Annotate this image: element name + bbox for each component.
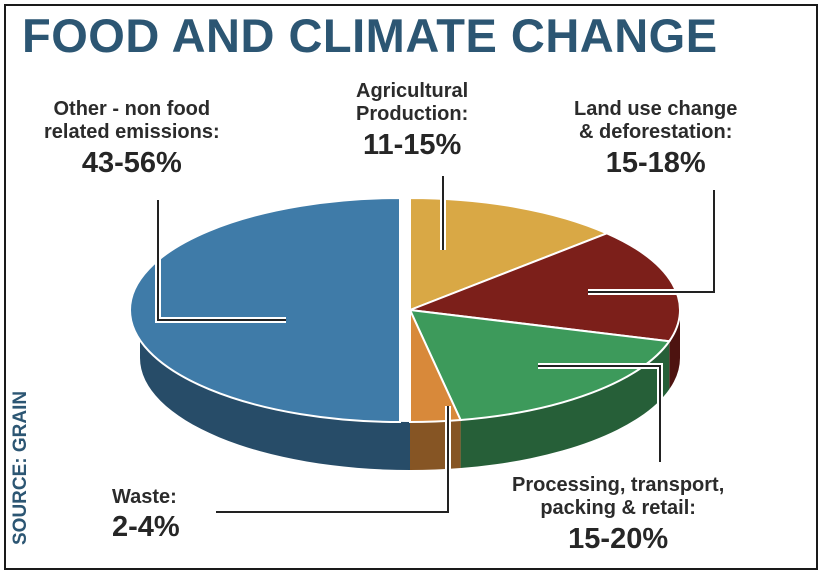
label-land-line1: Land use change bbox=[574, 98, 738, 120]
source-credit: SOURCE: GRAIN bbox=[10, 390, 31, 545]
label-processing: Processing, transport, packing & retail:… bbox=[512, 474, 724, 557]
pie-side-land bbox=[669, 310, 680, 390]
label-processing-value: 15-20% bbox=[568, 522, 669, 555]
pie-slice-land bbox=[409, 232, 681, 343]
leader-line-waste bbox=[216, 406, 449, 513]
label-waste-line1: Waste: bbox=[112, 486, 177, 508]
label-agri-value: 11-15% bbox=[362, 128, 462, 161]
pie-tops bbox=[129, 196, 681, 424]
pie-side-other bbox=[140, 310, 410, 470]
label-land-line2: & deforestation: bbox=[579, 121, 733, 144]
pie-slice-agri bbox=[409, 196, 610, 312]
label-waste: Waste: 2-4% bbox=[112, 486, 180, 545]
label-other-value: 43-56% bbox=[81, 146, 182, 179]
chart-title: FOOD AND CLIMATE CHANGE bbox=[22, 9, 718, 62]
leader-lines bbox=[155, 176, 717, 515]
label-agri: Agricultural Production: 11-15% bbox=[356, 80, 468, 163]
label-agri-line2: Production: bbox=[356, 103, 469, 126]
label-waste-value: 2-4% bbox=[112, 511, 180, 544]
pie-side-waste bbox=[410, 420, 461, 470]
leader-line-processing bbox=[538, 365, 661, 462]
leader-line-land bbox=[588, 190, 715, 293]
label-land-value: 15-18% bbox=[605, 146, 706, 179]
pie-side-processing bbox=[460, 341, 670, 469]
label-land: Land use change & deforestation: 15-18% bbox=[574, 98, 737, 181]
label-other-line1: Other - non food bbox=[53, 98, 211, 120]
label-processing-line2: packing & retail: bbox=[540, 497, 696, 520]
label-processing-line1: Processing, transport, bbox=[512, 474, 725, 496]
label-agri-line1: Agricultural bbox=[356, 80, 469, 102]
pie-slice-other bbox=[129, 196, 401, 424]
leader-line-other bbox=[157, 200, 286, 321]
label-other-line2: related emissions: bbox=[44, 121, 220, 144]
pie-slice-waste bbox=[409, 309, 463, 424]
label-other: Other - non food related emissions: 43-5… bbox=[44, 98, 220, 181]
